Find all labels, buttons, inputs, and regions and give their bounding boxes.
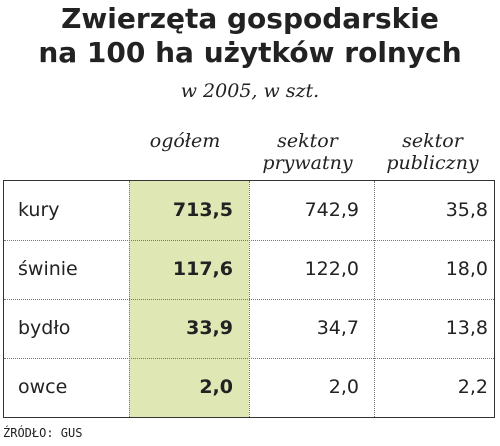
row-label: owce — [18, 376, 68, 398]
column-header-total-line-1: ogółem — [149, 130, 221, 152]
cell-private: 2,0 — [328, 376, 359, 398]
row-label: bydło — [18, 317, 71, 339]
cell-total: 117,6 — [172, 258, 233, 280]
cell-total: 2,0 — [199, 376, 233, 398]
source-note: ŹRÓDŁO: GUS — [3, 426, 83, 440]
cell-private: 34,7 — [316, 317, 359, 339]
column-header-private: sektor prywatny — [245, 130, 370, 174]
column-header-public: sektor publiczny — [370, 130, 495, 174]
chart-title: Zwierzęta gospodarskie na 100 ha użytków… — [0, 2, 500, 70]
column-header-private-line-2: prywatny — [262, 152, 353, 174]
cell-public: 2,2 — [457, 376, 488, 398]
row-label: świnie — [18, 258, 78, 280]
cell-total: 713,5 — [172, 199, 233, 221]
row-separator — [4, 358, 494, 359]
column-header-private-line-1: sektor — [277, 130, 338, 152]
column-header-public-line-1: sektor — [402, 130, 463, 152]
table-row: bydło 33,9 34,7 13,8 — [4, 299, 494, 358]
title-line-2: na 100 ha użytków rolnych — [38, 36, 462, 69]
cell-total: 33,9 — [186, 317, 233, 339]
cell-public: 35,8 — [445, 199, 488, 221]
data-table: kury 713,5 742,9 35,8 świnie 117,6 122,0… — [3, 180, 495, 418]
chart-subtitle: w 2005, w szt. — [180, 80, 320, 102]
row-separator — [4, 240, 494, 241]
column-header-public-line-2: publiczny — [386, 152, 479, 174]
row-separator — [4, 299, 494, 300]
table-row: kury 713,5 742,9 35,8 — [4, 181, 494, 240]
table-row: świnie 117,6 122,0 18,0 — [4, 240, 494, 299]
cell-public: 13,8 — [445, 317, 488, 339]
row-label: kury — [18, 199, 60, 221]
cell-public: 18,0 — [445, 258, 488, 280]
table-row: owce 2,0 2,0 2,2 — [4, 358, 494, 417]
cell-private: 742,9 — [304, 199, 359, 221]
cell-private: 122,0 — [304, 258, 359, 280]
title-line-1: Zwierzęta gospodarskie — [61, 2, 439, 35]
column-header-total: ogółem — [125, 130, 245, 152]
